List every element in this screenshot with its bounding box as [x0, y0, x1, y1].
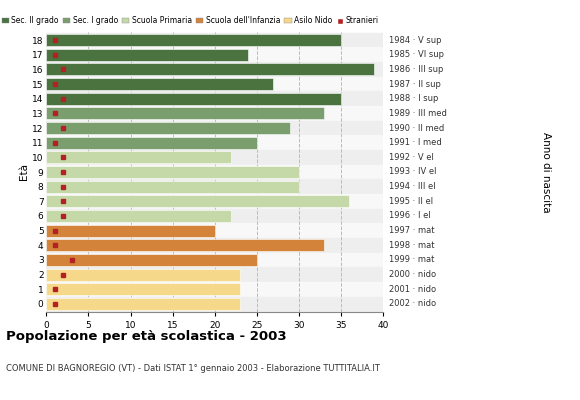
Bar: [46, 137, 256, 149]
Bar: [46, 223, 383, 238]
Bar: [46, 122, 291, 134]
Bar: [46, 47, 383, 62]
Bar: [46, 297, 383, 311]
Y-axis label: Età: Età: [19, 164, 30, 180]
Text: 1992 · V el: 1992 · V el: [389, 153, 433, 162]
Bar: [46, 49, 248, 61]
Text: 1996 · I el: 1996 · I el: [389, 212, 430, 220]
Bar: [46, 238, 383, 253]
Bar: [46, 282, 383, 297]
Text: 1997 · mat: 1997 · mat: [389, 226, 434, 235]
Bar: [46, 298, 240, 310]
Bar: [46, 91, 383, 106]
Text: 1995 · II el: 1995 · II el: [389, 197, 433, 206]
Bar: [46, 78, 273, 90]
Bar: [46, 254, 256, 266]
Text: 1994 · III el: 1994 · III el: [389, 182, 435, 191]
Text: 1985 · VI sup: 1985 · VI sup: [389, 50, 444, 59]
Text: 1984 · V sup: 1984 · V sup: [389, 36, 441, 44]
Bar: [46, 194, 383, 209]
Bar: [46, 121, 383, 135]
Bar: [46, 165, 383, 179]
Bar: [46, 107, 324, 119]
Bar: [46, 253, 383, 267]
Bar: [46, 269, 240, 281]
Text: 1989 · III med: 1989 · III med: [389, 109, 447, 118]
Bar: [46, 283, 240, 295]
Bar: [46, 210, 231, 222]
Bar: [46, 62, 383, 77]
Legend: Sec. II grado, Sec. I grado, Scuola Primaria, Scuola dell'Infanzia, Asilo Nido, : Sec. II grado, Sec. I grado, Scuola Prim…: [2, 16, 379, 25]
Bar: [46, 63, 375, 75]
Bar: [46, 179, 383, 194]
Bar: [46, 151, 231, 163]
Bar: [46, 34, 341, 46]
Text: COMUNE DI BAGNOREGIO (VT) - Dati ISTAT 1° gennaio 2003 - Elaborazione TUTTITALIA: COMUNE DI BAGNOREGIO (VT) - Dati ISTAT 1…: [6, 364, 380, 373]
Text: 1990 · II med: 1990 · II med: [389, 124, 444, 132]
Bar: [46, 150, 383, 165]
Bar: [46, 135, 383, 150]
Text: 1988 · I sup: 1988 · I sup: [389, 94, 438, 103]
Bar: [46, 77, 383, 91]
Text: 1999 · mat: 1999 · mat: [389, 256, 434, 264]
Bar: [46, 106, 383, 121]
Text: 1986 · III sup: 1986 · III sup: [389, 65, 443, 74]
Text: 2000 · nido: 2000 · nido: [389, 270, 436, 279]
Text: 1987 · II sup: 1987 · II sup: [389, 80, 440, 88]
Text: Popolazione per età scolastica - 2003: Popolazione per età scolastica - 2003: [6, 330, 287, 343]
Bar: [46, 195, 349, 207]
Text: Anno di nascita: Anno di nascita: [541, 132, 552, 212]
Text: 2001 · nido: 2001 · nido: [389, 285, 436, 294]
Text: 1998 · mat: 1998 · mat: [389, 241, 434, 250]
Bar: [46, 33, 383, 47]
Bar: [46, 209, 383, 223]
Bar: [46, 181, 299, 193]
Bar: [46, 93, 341, 105]
Bar: [46, 225, 215, 237]
Text: 1993 · IV el: 1993 · IV el: [389, 168, 436, 176]
Bar: [46, 166, 299, 178]
Text: 1991 · I med: 1991 · I med: [389, 138, 441, 147]
Bar: [46, 239, 324, 251]
Text: 2002 · nido: 2002 · nido: [389, 300, 436, 308]
Bar: [46, 267, 383, 282]
